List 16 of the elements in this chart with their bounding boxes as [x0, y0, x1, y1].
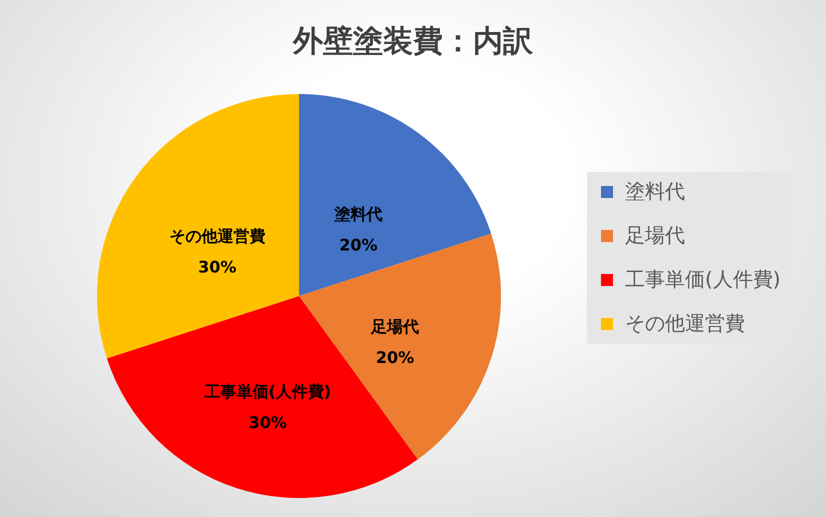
slice-label: その他運営費: [169, 226, 266, 246]
pie-slice: [97, 94, 299, 358]
data-label: 20%: [376, 348, 414, 368]
slice-label: 工事単価(人件費): [203, 382, 332, 402]
data-label: 30%: [198, 258, 236, 277]
data-label: 30%: [248, 413, 287, 432]
legend-label: その他運営費: [625, 311, 745, 335]
pie-slice: [299, 94, 492, 296]
chart-title: 外壁塗装費：内訳: [292, 24, 534, 59]
slice-label: 足場代: [370, 317, 420, 336]
pie-slice: [106, 296, 418, 498]
legend-label: 工事単価(人件費): [625, 267, 781, 291]
legend-label: 塗料代: [625, 179, 685, 203]
slice-label: 塗料代: [333, 204, 382, 224]
legend-label: 足場代: [625, 223, 685, 247]
data-label: 20%: [339, 235, 378, 254]
